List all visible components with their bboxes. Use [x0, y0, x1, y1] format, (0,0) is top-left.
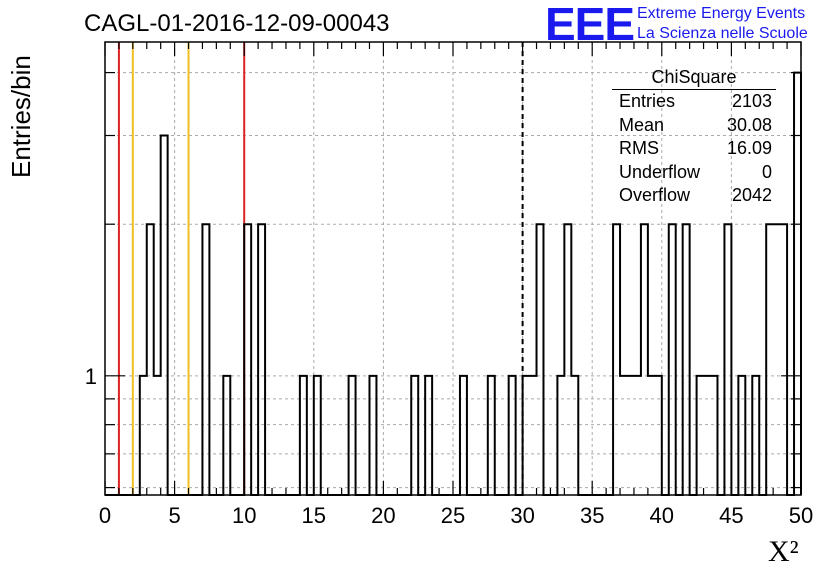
stats-value: 0 [761, 161, 772, 182]
stats-row-mean: Mean 30.08 [612, 114, 776, 138]
y-tick-label: 1 [85, 364, 97, 389]
stats-row-entries: Entries 2103 [612, 90, 776, 114]
x-tick-label: 15 [302, 503, 326, 528]
stats-title: ChiSquare [612, 66, 776, 90]
stats-row-overflow: Overflow 2042 [612, 184, 776, 208]
x-tick-label: 25 [441, 503, 465, 528]
stats-value: 2103 [731, 91, 772, 111]
chart-title: CAGL-01-2016-12-09-00043 [84, 10, 390, 37]
stats-label: RMS [619, 138, 659, 158]
stats-value: 2042 [731, 185, 772, 205]
logo-line-2: La Scienza nelle Scuole [637, 25, 808, 42]
x-tick-label: 5 [168, 503, 180, 528]
stats-value: 16.09 [726, 138, 772, 158]
x-tick-label: 0 [99, 503, 111, 528]
logo-caption: Extreme Energy Events La Scienza nelle S… [637, 4, 808, 44]
stats-row-rms: RMS 16.09 [612, 137, 776, 161]
stats-label: Mean [619, 114, 665, 135]
x-tick-label: 35 [580, 503, 604, 528]
plot-area [105, 42, 801, 495]
logo-line-1: Extreme Energy Events [637, 5, 806, 22]
stats-label: Entries [619, 91, 676, 111]
stats-row-underflow: Underflow 0 [612, 161, 776, 185]
x-tick-label: 50 [789, 503, 813, 528]
stats-box: ChiSquare Entries 2103 Mean 30.08 RMS 16… [612, 66, 776, 208]
stats-label: Overflow [619, 185, 691, 205]
stats-label: Underflow [619, 161, 701, 182]
x-tick-label: 30 [510, 503, 534, 528]
stats-value: 30.08 [726, 114, 772, 135]
x-tick-label: 10 [232, 503, 256, 528]
x-tick-label: 40 [650, 503, 674, 528]
x-tick-label: 45 [719, 503, 743, 528]
x-axis-label: X² [768, 535, 799, 568]
y-axis-label: Entries/bin [6, 55, 36, 178]
eee-logo: EEE [545, 0, 635, 50]
x-tick-label: 20 [371, 503, 395, 528]
